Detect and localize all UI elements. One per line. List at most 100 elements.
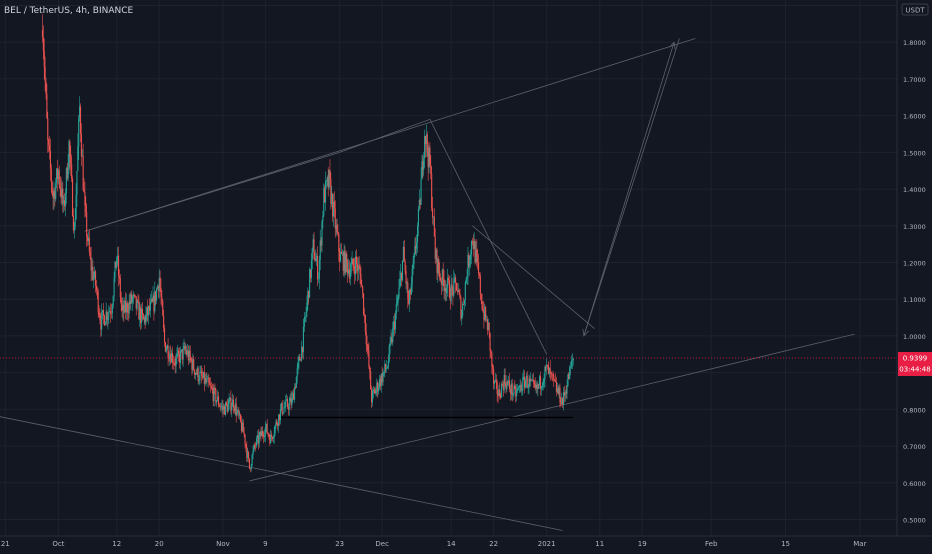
- candle-body: [207, 377, 209, 379]
- candle-body: [94, 271, 96, 278]
- candle-body: [345, 253, 347, 273]
- candle-body: [487, 322, 489, 330]
- descending-channel-line-upper[interactable]: [472, 225, 595, 329]
- candle-body: [536, 384, 538, 389]
- currency-badge[interactable]: USDT: [901, 3, 929, 16]
- candle-body: [562, 398, 564, 405]
- projection-arrow-down[interactable]: [583, 38, 680, 337]
- candle-body: [184, 346, 186, 351]
- drawing-layer[interactable]: [0, 38, 855, 531]
- candle-body: [407, 282, 409, 299]
- y-tick-label: 0.5000: [903, 516, 926, 524]
- upper-to-peak-line[interactable]: [84, 151, 340, 232]
- candle-body: [463, 299, 465, 305]
- candle-body: [123, 305, 125, 313]
- candle-body: [510, 383, 512, 394]
- candle-body: [324, 180, 327, 203]
- candle-body: [565, 392, 567, 394]
- candle-body: [180, 349, 182, 351]
- lower-trendline[interactable]: [249, 333, 855, 482]
- candle-body: [378, 378, 381, 388]
- candle-body: [416, 242, 418, 249]
- candle-body: [342, 253, 344, 271]
- candle-body: [183, 346, 185, 348]
- candle-body: [514, 386, 516, 389]
- lower-left-trendline[interactable]: [0, 416, 563, 531]
- upper-trendline[interactable]: [84, 38, 696, 232]
- candle-body: [396, 302, 398, 305]
- candle-body: [393, 321, 395, 328]
- candle-body: [100, 320, 102, 330]
- candle-body: [111, 305, 113, 314]
- candle-body: [250, 465, 252, 470]
- candle-body: [62, 188, 64, 204]
- time-axis[interactable]: 21 Oct 12 20 Nov 9 23 Dec 14 22 2021 11 19 Feb 15 Mar: [1, 540, 867, 548]
- candle-body: [331, 193, 333, 204]
- candle-body: [278, 414, 281, 421]
- candle-body: [147, 307, 149, 316]
- candle-body: [419, 199, 421, 205]
- candle-body: [298, 357, 300, 362]
- candle-body: [521, 390, 523, 391]
- candle-body: [519, 385, 521, 386]
- price-axis[interactable]: 1.90001.80001.70001.60001.50001.40001.30…: [903, 3, 926, 525]
- candle-body: [251, 455, 253, 466]
- candle-body: [174, 363, 176, 366]
- candle-body: [285, 400, 287, 407]
- candle-body: [391, 337, 393, 343]
- candle-body: [424, 135, 426, 158]
- candle-body: [427, 151, 429, 168]
- candle-body: [65, 168, 67, 194]
- candle-body: [524, 376, 526, 388]
- candle-body: [531, 379, 534, 381]
- candle-body: [409, 289, 411, 304]
- candle-body: [187, 350, 189, 361]
- candle-body: [172, 362, 174, 364]
- descending-channel-line[interactable]: [429, 119, 548, 355]
- candle-body: [553, 375, 555, 380]
- candle-body: [452, 287, 454, 296]
- candle-body: [92, 266, 94, 280]
- y-tick-label: 1.5000: [903, 149, 926, 157]
- candle-body: [435, 249, 437, 259]
- candle-body: [293, 392, 295, 400]
- candle-body: [323, 187, 325, 216]
- candle-body: [400, 272, 402, 280]
- candle-body: [380, 374, 382, 387]
- candle-body: [244, 434, 246, 445]
- candle-body: [549, 368, 551, 373]
- candle-body: [394, 313, 396, 330]
- candle-body: [373, 389, 375, 391]
- candle-body: [347, 261, 349, 274]
- candle-body: [149, 301, 151, 311]
- candles[interactable]: [41, 14, 574, 473]
- projection-arrow-up[interactable]: [583, 42, 675, 337]
- candle-body: [54, 190, 56, 200]
- candle-body: [177, 350, 179, 355]
- candle-body: [404, 261, 406, 272]
- candle-body: [288, 401, 290, 410]
- candle-body: [527, 387, 529, 389]
- candle-body: [209, 382, 211, 385]
- candle-body: [249, 468, 251, 470]
- candle-body: [231, 406, 233, 411]
- x-tick-label: 20: [155, 540, 164, 548]
- candle-body: [118, 276, 120, 279]
- candle-body: [188, 350, 190, 361]
- candle-body: [218, 405, 220, 407]
- candle-body: [500, 396, 502, 398]
- peak-connector-line[interactable]: [339, 118, 431, 153]
- candle-body: [286, 399, 289, 407]
- candle-body: [340, 251, 342, 262]
- candle-body: [307, 290, 309, 302]
- candle-body: [439, 277, 442, 281]
- candle-body: [55, 183, 57, 200]
- candle-body: [530, 379, 532, 382]
- x-tick-label: 12: [112, 540, 121, 548]
- candle-body: [305, 311, 307, 318]
- candle-body: [275, 421, 277, 426]
- candle-body: [49, 150, 51, 169]
- candle-body: [315, 259, 317, 262]
